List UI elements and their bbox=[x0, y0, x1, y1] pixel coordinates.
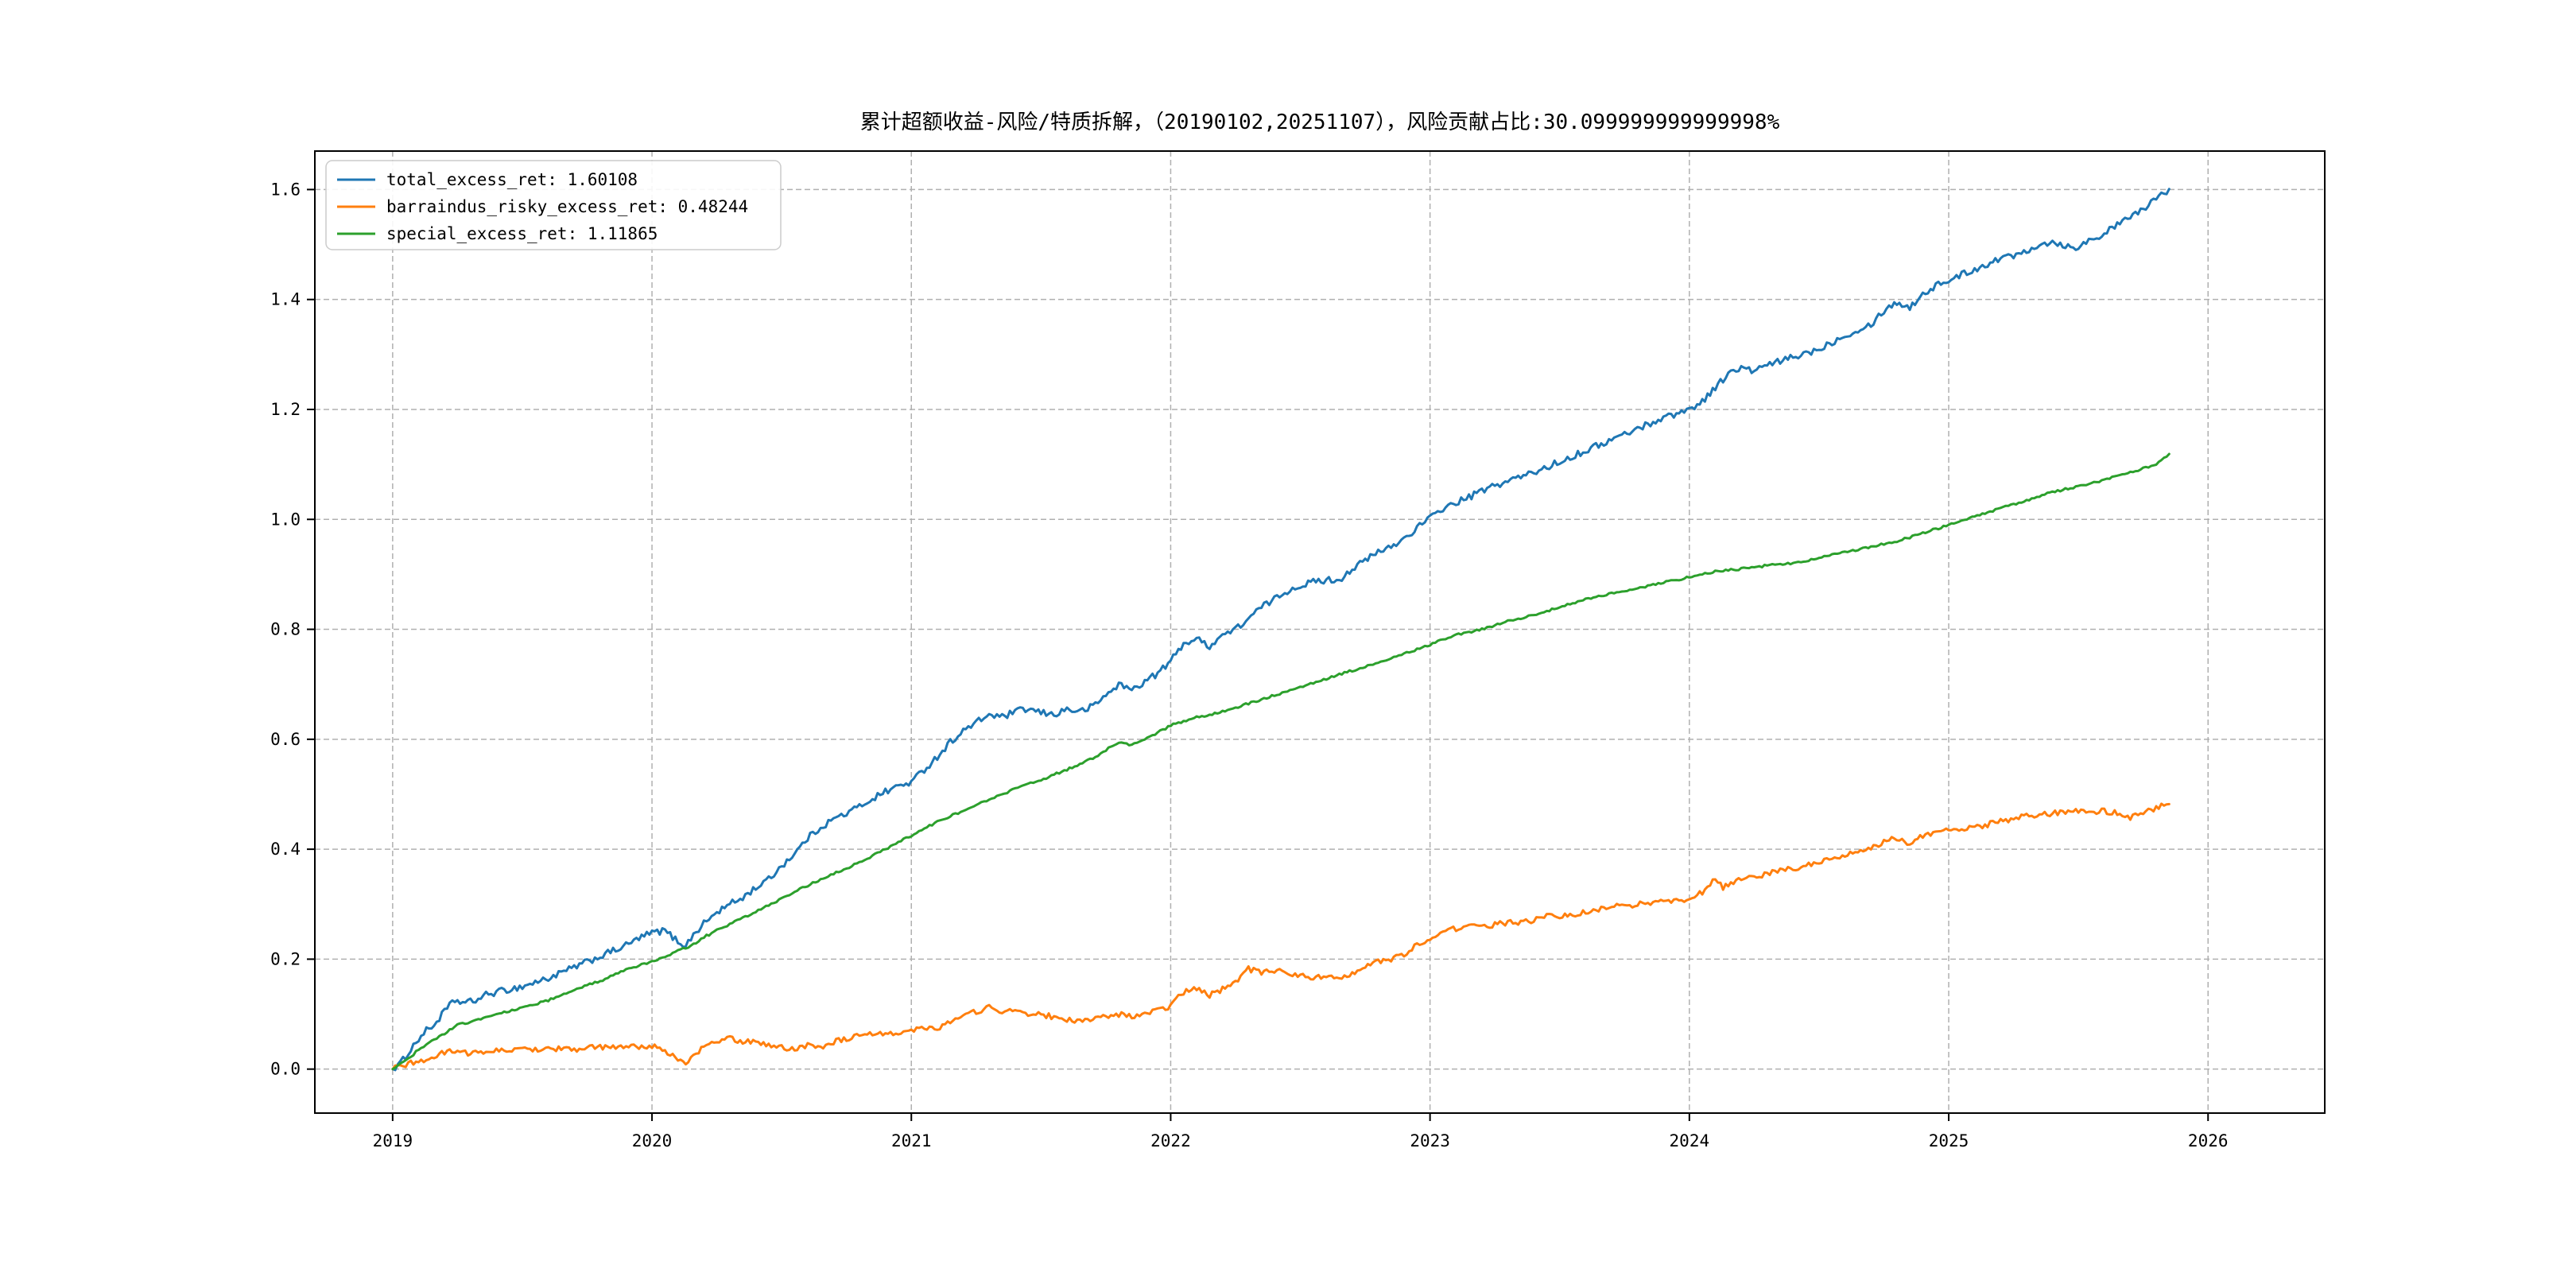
y-tick-label-0.0: 0.0 bbox=[270, 1060, 301, 1079]
x-tick-label-2026: 2026 bbox=[2188, 1131, 2229, 1150]
x-tick-label-2022: 2022 bbox=[1150, 1131, 1191, 1150]
legend-item-special_excess_ret: special_excess_ret: 1.11865 bbox=[337, 224, 658, 243]
legend-label-special_excess_ret: special_excess_ret: 1.11865 bbox=[386, 224, 658, 243]
series-line-barraindus_risky_excess_ret bbox=[391, 802, 2171, 1071]
series-lines bbox=[391, 188, 2171, 1072]
y-tick-label-1.0: 1.0 bbox=[270, 510, 301, 529]
legend-box bbox=[325, 160, 782, 250]
y-tick-label-0.4: 0.4 bbox=[270, 840, 301, 859]
y-tick-label-0.8: 0.8 bbox=[270, 620, 301, 639]
x-tick-label-2023: 2023 bbox=[1410, 1131, 1450, 1150]
axes-border bbox=[314, 150, 2326, 1114]
x-tick-label-2019: 2019 bbox=[373, 1131, 413, 1150]
y-tick-label-0.2: 0.2 bbox=[270, 949, 301, 968]
y-tick-label-1.6: 1.6 bbox=[270, 180, 301, 199]
y-tick-label-0.6: 0.6 bbox=[270, 730, 301, 749]
legend-label-total_excess_ret: total_excess_ret: 1.60108 bbox=[386, 170, 638, 189]
y-tick-label-1.4: 1.4 bbox=[270, 290, 301, 309]
series-line-special_excess_ret bbox=[391, 452, 2171, 1071]
legend-item-barraindus_risky_excess_ret: barraindus_risky_excess_ret: 0.48244 bbox=[337, 197, 748, 216]
series-line-total_excess_ret bbox=[391, 188, 2171, 1072]
legend-item-total_excess_ret: total_excess_ret: 1.60108 bbox=[337, 170, 638, 189]
x-tick-label-2021: 2021 bbox=[891, 1131, 932, 1150]
chart-title: 累计超额收益-风险/特质拆解，（20190102,20251107），风险贡献占… bbox=[860, 111, 1780, 134]
axis-ticks: 2019 2020 2021 2022 2023 2024 2025 2026 0.0 0.2 0.… bbox=[270, 180, 2228, 1150]
y-tick-label-1.2: 1.2 bbox=[270, 400, 301, 419]
legend-label-barraindus_risky_excess_ret: barraindus_risky_excess_ret: 0.48244 bbox=[386, 197, 748, 216]
x-tick-label-2020: 2020 bbox=[632, 1131, 673, 1150]
plot-area bbox=[315, 151, 2325, 1113]
legend: total_excess_ret: 1.60108 barraindus_risk… bbox=[325, 160, 782, 250]
x-tick-label-2024: 2024 bbox=[1670, 1131, 1710, 1150]
x-tick-label-2025: 2025 bbox=[1929, 1131, 1969, 1150]
